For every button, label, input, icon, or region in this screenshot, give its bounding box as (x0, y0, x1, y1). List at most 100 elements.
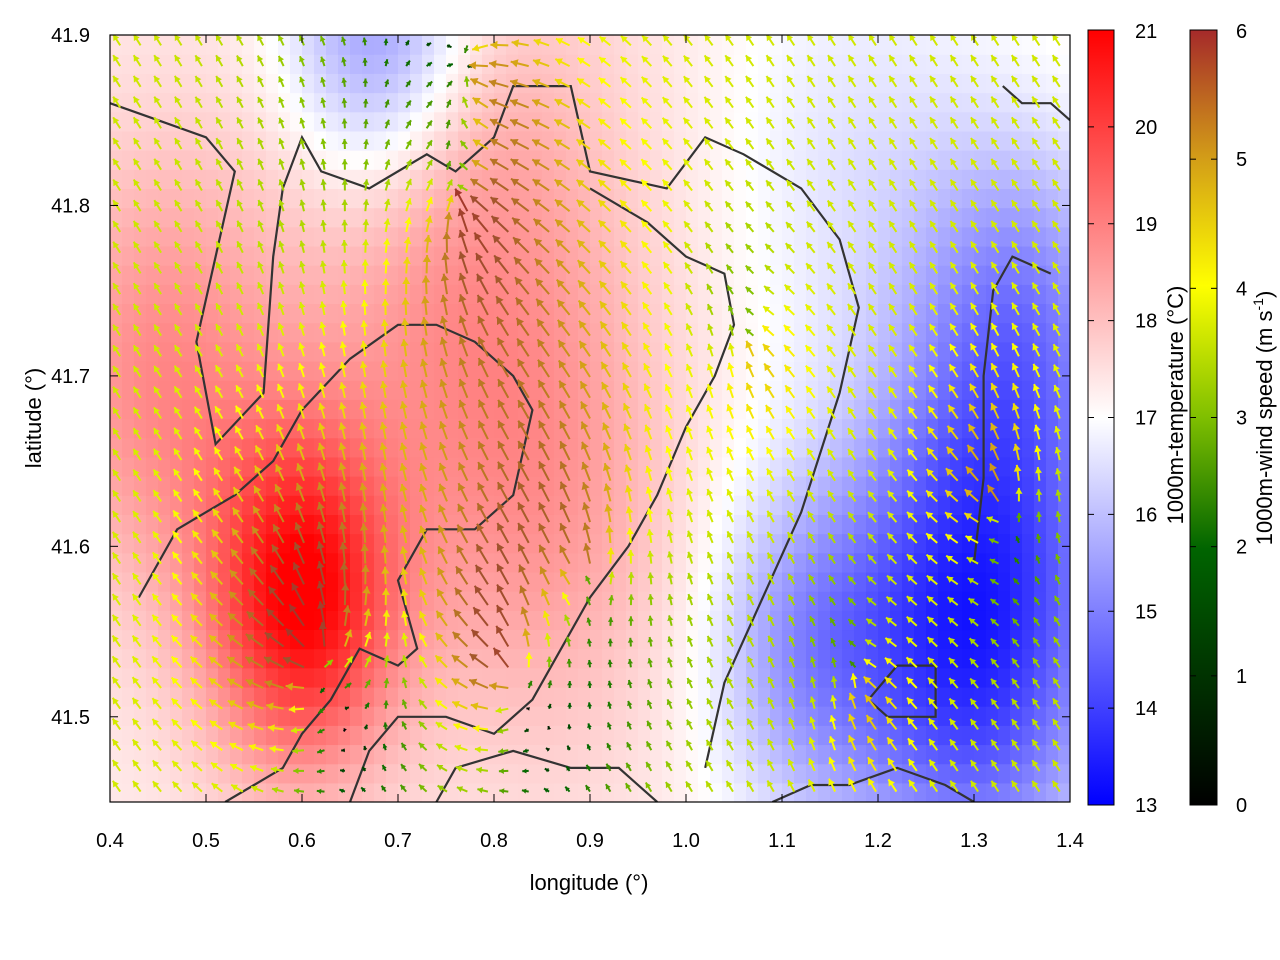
heat-cell (110, 533, 123, 554)
heat-cell (302, 725, 315, 746)
heat-cell (110, 284, 123, 305)
heat-cell (938, 150, 951, 170)
heat-cell (854, 73, 867, 94)
heat-cell (398, 303, 411, 324)
heat-cell (182, 533, 195, 554)
heat-cell (314, 706, 327, 726)
heat-cell (110, 418, 123, 439)
heat-cell (350, 782, 363, 802)
heat-cell (530, 782, 543, 802)
heat-cell (170, 54, 183, 74)
heat-cell (566, 552, 579, 573)
heat-cell (794, 207, 807, 228)
heat-cell (890, 169, 903, 190)
heat-cell (626, 591, 639, 611)
heat-cell (218, 552, 231, 573)
heat-cell (218, 399, 231, 420)
heat-cell (374, 265, 387, 285)
heat-cell (914, 418, 927, 439)
heat-cell (386, 533, 399, 554)
heat-cell (206, 552, 219, 573)
heat-cell (290, 303, 303, 324)
heat-cell (506, 341, 519, 362)
heat-cell (602, 380, 615, 400)
heat-cell (182, 744, 195, 765)
heat-cell (278, 495, 291, 515)
heat-cell (230, 111, 243, 132)
heat-cell (410, 284, 423, 305)
heat-cell (218, 648, 231, 669)
heat-cell (470, 571, 483, 592)
heat-cell (854, 591, 867, 611)
heat-cell (962, 92, 975, 113)
heat-cell (650, 341, 663, 362)
heat-cell (146, 648, 159, 669)
heat-cell (782, 437, 795, 458)
heat-cell (170, 437, 183, 458)
heat-cell (302, 629, 315, 650)
heat-cell (878, 686, 891, 707)
heat-cell (542, 73, 555, 94)
heat-cell (734, 130, 747, 151)
heat-cell (182, 399, 195, 420)
heat-cell (374, 54, 387, 74)
heat-cell (674, 495, 687, 515)
heat-cell (842, 629, 855, 650)
heat-cell (386, 495, 399, 515)
heat-cell (182, 360, 195, 381)
heat-cell (734, 495, 747, 515)
heat-cell (878, 226, 891, 247)
heat-cell (794, 73, 807, 94)
heat-cell (854, 686, 867, 707)
heat-cell (242, 92, 255, 113)
heat-cell (242, 437, 255, 458)
heat-cell (338, 706, 351, 726)
heat-cell (146, 265, 159, 285)
heat-cell (818, 686, 831, 707)
heat-cell (122, 610, 135, 631)
heat-cell (386, 667, 399, 688)
heat-cell (914, 591, 927, 611)
heat-cell (146, 782, 159, 802)
heat-cell (1022, 380, 1035, 400)
heat-cell (602, 169, 615, 190)
heat-cell (674, 399, 687, 420)
heat-cell (134, 73, 147, 94)
heat-cell (206, 725, 219, 746)
heat-cell (314, 188, 327, 209)
heat-cell (878, 265, 891, 285)
heat-cell (302, 667, 315, 688)
heat-cell (350, 111, 363, 132)
heat-cell (962, 552, 975, 573)
heat-cell (134, 341, 147, 362)
heat-cell (350, 456, 363, 477)
heat-cell (218, 725, 231, 746)
heat-cell (926, 169, 939, 190)
heat-cell (854, 265, 867, 285)
heat-cell (566, 533, 579, 554)
heat-cell (1058, 92, 1070, 113)
heat-cell (734, 322, 747, 343)
heat-cell (134, 111, 147, 132)
heat-cell (962, 360, 975, 381)
heat-cell (146, 725, 159, 746)
heat-cell (374, 35, 387, 55)
heat-cell (122, 73, 135, 94)
heat-cell (326, 591, 339, 611)
heat-cell (410, 610, 423, 631)
heat-cell (302, 514, 315, 535)
heat-cell (794, 706, 807, 726)
heat-cell (230, 265, 243, 285)
heat-cell (650, 73, 663, 94)
heat-cell (854, 169, 867, 190)
heat-cell (146, 130, 159, 151)
heat-cell (854, 610, 867, 631)
heat-cell (806, 341, 819, 362)
heat-cell (1058, 610, 1070, 631)
heat-cell (302, 610, 315, 631)
heat-cell (170, 418, 183, 439)
heat-cell (374, 92, 387, 113)
heat-cell (386, 782, 399, 802)
heat-cell (206, 92, 219, 113)
heat-cell (386, 571, 399, 592)
